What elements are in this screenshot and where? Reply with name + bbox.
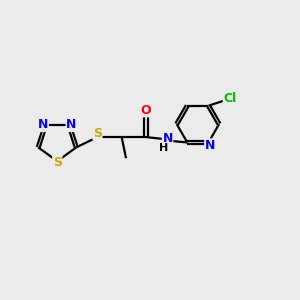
Text: Cl: Cl — [224, 92, 237, 106]
Text: N: N — [162, 132, 173, 145]
Text: N: N — [205, 139, 215, 152]
Text: N: N — [66, 118, 76, 131]
Text: S: S — [93, 127, 102, 140]
Text: O: O — [140, 104, 151, 117]
Text: N: N — [38, 118, 48, 131]
Text: S: S — [53, 156, 62, 169]
Text: H: H — [159, 142, 169, 153]
